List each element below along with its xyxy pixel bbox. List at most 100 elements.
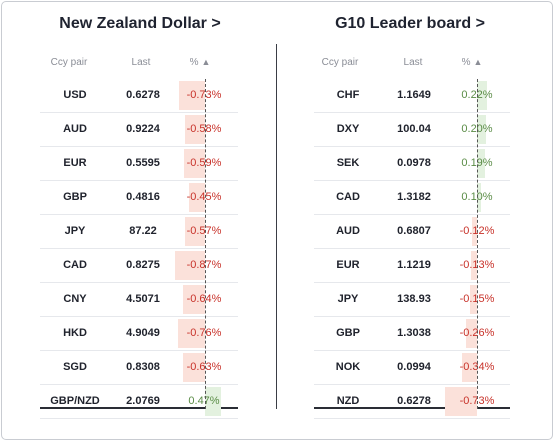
col-header-pct[interactable]: % ▲ bbox=[189, 57, 211, 68]
last-price-cell: 1.3182 bbox=[397, 191, 431, 203]
nzd-panel-title[interactable]: New Zealand Dollar > bbox=[59, 15, 221, 32]
change-bar bbox=[477, 149, 486, 178]
last-price-cell: 0.6807 bbox=[397, 225, 431, 237]
table-row[interactable]: CAD 0.8275 -0.87% bbox=[40, 249, 238, 283]
table-row[interactable]: EUR 0.5595 -0.59% bbox=[40, 147, 238, 181]
table-row[interactable]: CNY 4.5071 -0.64% bbox=[40, 283, 238, 317]
col-header-last[interactable]: Last bbox=[403, 57, 423, 68]
ccy-pair-cell: AUD bbox=[336, 225, 360, 237]
ccy-pair-cell: CHF bbox=[336, 89, 360, 101]
ccy-pair-cell: DXY bbox=[336, 123, 360, 135]
table-row[interactable]: SEK 0.0978 0.19% bbox=[314, 147, 510, 181]
pct-change-cell: -0.64% bbox=[186, 293, 222, 305]
table-row[interactable]: SGD 0.8308 -0.63% bbox=[40, 351, 238, 385]
zero-line bbox=[477, 79, 478, 409]
change-bar bbox=[471, 217, 477, 246]
change-bar bbox=[470, 285, 477, 314]
table-row[interactable]: GBP 1.3038 -0.26% bbox=[314, 317, 510, 351]
table-row[interactable]: EUR 1.1219 -0.13% bbox=[314, 249, 510, 283]
sort-ascending-icon: ▲ bbox=[201, 57, 211, 67]
last-price-cell: 0.5595 bbox=[126, 157, 160, 169]
change-bar bbox=[444, 387, 477, 416]
last-price-cell: 0.4816 bbox=[126, 191, 160, 203]
last-price-cell: 0.0978 bbox=[397, 157, 431, 169]
table-row[interactable]: AUD 0.9224 -0.58% bbox=[40, 113, 238, 147]
last-price-cell: 1.3038 bbox=[397, 327, 431, 339]
change-bar bbox=[477, 115, 486, 144]
table-row[interactable]: GBP/NZD 2.0769 0.47% bbox=[40, 385, 238, 419]
table-row[interactable]: NZD 0.6278 -0.73% bbox=[314, 385, 510, 419]
pct-change-cell: -0.76% bbox=[186, 327, 222, 339]
change-bar bbox=[179, 81, 205, 110]
table-row[interactable]: CAD 1.3182 0.10% bbox=[314, 181, 510, 215]
change-bar bbox=[205, 387, 222, 416]
ccy-pair-cell: GBP bbox=[336, 327, 360, 339]
pct-change-cell: -0.45% bbox=[186, 191, 222, 203]
change-bar bbox=[189, 183, 205, 212]
g10-table-rows: CHF 1.1649 0.22% DXY 100.04 0.20% SEK 0.0978 0.1… bbox=[314, 79, 510, 419]
last-price-cell: 0.9224 bbox=[126, 123, 160, 135]
pct-change-cell: 0.47% bbox=[188, 395, 220, 407]
pct-change-cell: -0.26% bbox=[459, 327, 495, 339]
change-bar bbox=[465, 319, 477, 348]
ccy-pair-cell: GBP/NZD bbox=[50, 395, 100, 407]
col-header-pair[interactable]: Ccy pair bbox=[50, 57, 88, 68]
last-price-cell: 87.22 bbox=[129, 225, 157, 237]
last-price-cell: 1.1649 bbox=[397, 89, 431, 101]
table-row[interactable]: CHF 1.1649 0.22% bbox=[314, 79, 510, 113]
col-header-pct[interactable]: % ▲ bbox=[461, 57, 483, 68]
last-price-cell: 0.0994 bbox=[397, 361, 431, 373]
pct-change-cell: -0.73% bbox=[459, 395, 495, 407]
last-price-cell: 138.93 bbox=[397, 293, 431, 305]
ccy-pair-cell: GBP bbox=[63, 191, 87, 203]
col-header-last[interactable]: Last bbox=[131, 57, 151, 68]
ccy-pair-cell: JPY bbox=[337, 293, 359, 305]
pct-change-cell: 0.22% bbox=[461, 89, 493, 101]
table-row[interactable]: NOK 0.0994 -0.34% bbox=[314, 351, 510, 385]
table-row[interactable]: HKD 4.9049 -0.76% bbox=[40, 317, 238, 351]
ccy-pair-cell: CAD bbox=[63, 259, 87, 271]
nzd-table-header: Ccy pair Last % ▲ bbox=[40, 57, 238, 71]
pct-change-cell: -0.13% bbox=[459, 259, 495, 271]
pct-change-cell: 0.19% bbox=[461, 157, 493, 169]
ccy-pair-cell: CAD bbox=[336, 191, 360, 203]
g10-panel-title[interactable]: G10 Leader board > bbox=[335, 15, 485, 32]
change-bar bbox=[184, 149, 205, 178]
last-price-cell: 100.04 bbox=[397, 123, 431, 135]
table-bottom-rule bbox=[314, 407, 510, 409]
ccy-pair-cell: NOK bbox=[335, 361, 361, 373]
last-price-cell: 0.6278 bbox=[397, 395, 431, 407]
pct-change-cell: -0.87% bbox=[186, 259, 222, 271]
last-price-cell: 1.1219 bbox=[397, 259, 431, 271]
table-row[interactable]: JPY 138.93 -0.15% bbox=[314, 283, 510, 317]
last-price-cell: 0.8275 bbox=[126, 259, 160, 271]
table-row[interactable]: JPY 87.22 -0.57% bbox=[40, 215, 238, 249]
change-bar bbox=[184, 115, 205, 144]
last-price-cell: 0.6278 bbox=[126, 89, 160, 101]
change-bar bbox=[477, 81, 487, 110]
sort-ascending-icon: ▲ bbox=[473, 57, 483, 67]
table-row[interactable]: AUD 0.6807 -0.12% bbox=[314, 215, 510, 249]
last-price-cell: 4.5071 bbox=[126, 293, 160, 305]
change-bar bbox=[178, 319, 205, 348]
col-header-pair[interactable]: Ccy pair bbox=[321, 57, 359, 68]
ccy-pair-cell: SEK bbox=[336, 157, 360, 169]
table-row[interactable]: GBP 0.4816 -0.45% bbox=[40, 181, 238, 215]
table-row[interactable]: DXY 100.04 0.20% bbox=[314, 113, 510, 147]
change-bar bbox=[462, 353, 477, 382]
last-price-cell: 0.8308 bbox=[126, 361, 160, 373]
pct-change-cell: -0.63% bbox=[186, 361, 222, 373]
last-price-cell: 4.9049 bbox=[126, 327, 160, 339]
pct-change-cell: -0.57% bbox=[186, 225, 222, 237]
change-bar bbox=[185, 217, 205, 246]
nzd-table-rows: USD 0.6278 -0.73% AUD 0.9224 -0.58% EUR 0.5595 -… bbox=[40, 79, 238, 419]
ccy-pair-cell: EUR bbox=[336, 259, 360, 271]
pct-change-cell: 0.10% bbox=[461, 191, 493, 203]
ccy-pair-cell: EUR bbox=[63, 157, 87, 169]
table-bottom-rule bbox=[40, 407, 238, 409]
panel-divider bbox=[276, 44, 277, 409]
last-price-cell: 2.0769 bbox=[126, 395, 160, 407]
change-bar bbox=[471, 251, 477, 280]
table-row[interactable]: USD 0.6278 -0.73% bbox=[40, 79, 238, 113]
